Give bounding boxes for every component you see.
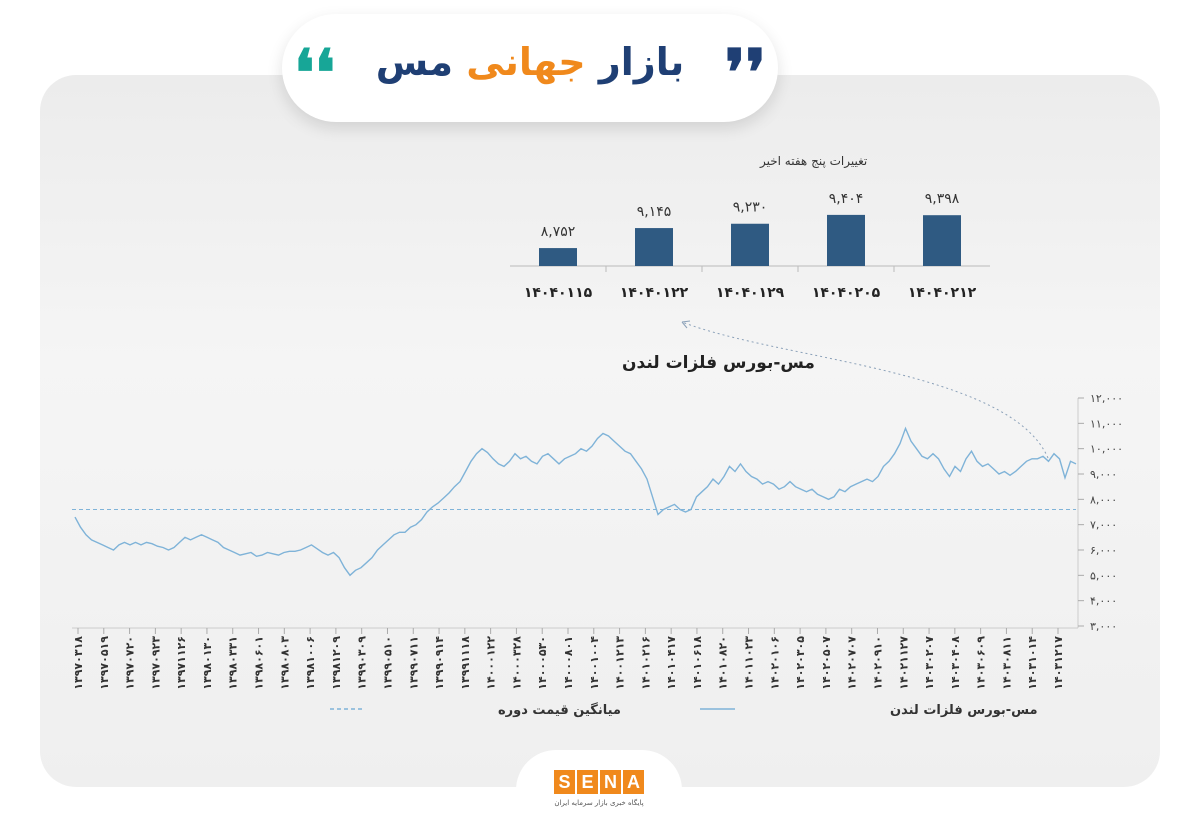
lme-copper-series [74, 426, 1077, 577]
x-tick-label: ۱۴۰۲۱۱۲۷ [897, 636, 910, 690]
x-tick-label: ۱۴۰۳۰۲۰۷ [923, 636, 936, 690]
x-tick-label: ۱۳۹۹۰۵۱۰ [381, 636, 394, 690]
x-tick-label: ۱۴۰۳۰۴۰۸ [949, 636, 962, 690]
y-tick-label: ۹,۰۰۰ [1090, 468, 1117, 481]
inset-x-tick-label: ۱۴۰۴۰۱۱۵ [524, 285, 593, 301]
x-tick-label: ۱۴۰۱۰۸۲۰ [717, 636, 730, 690]
y-tick-label: ۴,۰۰۰ [1090, 595, 1117, 608]
y-tick-label: ۶,۰۰۰ [1090, 544, 1117, 557]
x-tick-label: ۱۳۹۹۰۷۱۱ [407, 636, 420, 690]
main-chart-title: مس-بورس فلزات لندن [622, 353, 815, 373]
x-tick-label: ۱۴۰۰۱۰۰۴ [588, 636, 601, 690]
x-tick-label: ۱۳۹۹۱۱۱۸ [459, 636, 472, 690]
x-tick-label: ۱۳۹۷۰۳۱۸ [72, 636, 85, 690]
x-tick-label: ۱۴۰۱۱۰۲۳ [743, 636, 756, 690]
x-tick-label: ۱۴۰۲۰۳۰۵ [794, 636, 807, 690]
inset-bar [539, 248, 577, 266]
inset-bar-value-label: ۹,۱۴۵ [637, 204, 672, 220]
x-tick-label: ۱۳۹۷۰۹۲۳ [149, 636, 162, 690]
legend-label-lme: مس-بورس فلزات لندن [890, 703, 1038, 718]
x-tick-label: ۱۳۹۸۰۸۰۳ [278, 636, 291, 690]
legend-label-average: میانگین قیمت دوره [498, 702, 621, 718]
title-banner: ❛❛ بازار جهانی مس ❜❜ [282, 14, 778, 122]
inset-x-tick-label: ۱۴۰۴۰۲۱۲ [908, 285, 977, 301]
x-tick-label: ۱۳۹۸۱۲۰۹ [330, 636, 343, 690]
y-tick-label: ۱۲,۰۰۰ [1090, 392, 1123, 405]
y-tick-label: ۵,۰۰۰ [1090, 569, 1117, 582]
y-tick-label: ۸,۰۰۰ [1090, 493, 1117, 506]
title-word-mes: مس [375, 40, 453, 84]
inset-chart-title: تغییرات پنج هفته اخیر [759, 154, 867, 169]
x-tick-label: ۱۴۰۱۰۶۱۸ [691, 636, 704, 690]
inset-bar [635, 228, 673, 266]
x-tick-label: ۱۴۰۲۰۱۰۶ [768, 636, 781, 690]
inset-bar [827, 214, 865, 266]
x-tick-label: ۱۳۹۷۰۵۱۹ [98, 636, 111, 690]
page-title: بازار جهانی مس [282, 40, 778, 84]
x-tick-label: ۱۴۰۰۱۲۱۳ [614, 636, 627, 690]
title-word-bazar: بازار [598, 40, 685, 84]
x-tick-label: ۱۳۹۸۰۶۰۱ [253, 636, 266, 690]
callout-arrow [681, 321, 1049, 459]
quote-close-icon: ❜❜ [724, 36, 766, 111]
inset-bar-value-label: ۹,۴۰۴ [829, 191, 864, 207]
y-tick-label: ۳,۰۰۰ [1090, 620, 1117, 633]
title-word-jahani: جهانی [466, 40, 586, 84]
x-tick-label: ۱۴۰۲۰۷۰۷ [846, 636, 859, 690]
inset-bar-value-label: ۹,۳۹۸ [925, 191, 960, 207]
x-tick-label: ۱۴۰۲۰۵۰۷ [820, 636, 833, 690]
y-tick-label: ۱۱,۰۰۰ [1090, 417, 1123, 430]
chart-legend: مس-بورس فلزات لندن میانگین قیمت دوره [330, 702, 1038, 718]
x-tick-label: ۱۴۰۲۰۹۱۰ [871, 636, 884, 690]
x-tick-label: ۱۴۰۰۰۵۳۰ [536, 636, 549, 690]
y-tick-label: ۷,۰۰۰ [1090, 519, 1117, 532]
inset-x-tick-label: ۱۴۰۴۰۱۲۹ [716, 285, 785, 301]
x-tick-label: ۱۳۹۷۱۱۲۶ [175, 636, 188, 690]
x-tick-label: ۱۳۹۹۰۳۰۹ [356, 636, 369, 690]
x-tick-label: ۱۴۰۰۰۸۰۱ [562, 636, 575, 690]
inset-bar-value-label: ۹,۲۳۰ [733, 200, 768, 216]
quote-open-icon: ❛❛ [294, 36, 336, 111]
chart-card [40, 75, 1160, 787]
y-tick-label: ۱۰,۰۰۰ [1090, 443, 1123, 456]
x-tick-label: ۱۴۰۰۰۳۲۸ [510, 636, 523, 690]
x-tick-label: ۱۴۰۱۰۲۱۶ [639, 636, 652, 690]
inset-bar-value-label: ۸,۷۵۲ [541, 224, 576, 240]
x-tick-label: ۱۴۰۳۰۸۱۱ [1000, 636, 1013, 690]
x-tick-label: ۱۳۹۹۰۹۱۴ [433, 636, 446, 690]
x-tick-label: ۱۳۹۷۰۷۲۰ [124, 636, 137, 690]
inset-x-tick-label: ۱۴۰۴۰۱۲۲ [620, 285, 689, 301]
x-tick-label: ۱۴۰۳۱۲۱۷ [1052, 636, 1065, 690]
x-tick-label: ۱۴۰۰۰۱۲۲ [485, 636, 498, 690]
x-tick-label: ۱۴۰۱۰۴۱۷ [665, 636, 678, 690]
x-tick-label: ۱۳۹۸۰۱۳۰ [201, 636, 214, 690]
sena-logo-subtitle: پایگاه خبری بازار سرمایه ایران [554, 799, 644, 807]
inset-bar-chart: تغییرات پنج هفته اخیر ۸,۷۵۲ ۱۴۰۴۰۱۱۵ ۹,۱۴۵… [510, 154, 990, 301]
inset-bar [731, 223, 769, 266]
main-line-chart: مس-بورس فلزات لندن ۱۲,۰۰۰ ۱۱,۰۰۰ ۱۰,۰۰۰ ۹,۰… [72, 353, 1123, 690]
callout-arrow-head-icon [681, 320, 691, 329]
inset-bar [923, 215, 961, 266]
x-tick-label: ۱۴۰۳۰۶۰۹ [975, 636, 988, 690]
inset-x-tick-label: ۱۴۰۴۰۲۰۵ [812, 285, 881, 301]
x-tick-label: ۱۳۹۸۱۰۰۶ [304, 636, 317, 690]
x-tick-label: ۱۴۰۳۱۰۱۴ [1026, 636, 1039, 690]
x-tick-label: ۱۳۹۸۰۳۳۱ [227, 636, 240, 690]
